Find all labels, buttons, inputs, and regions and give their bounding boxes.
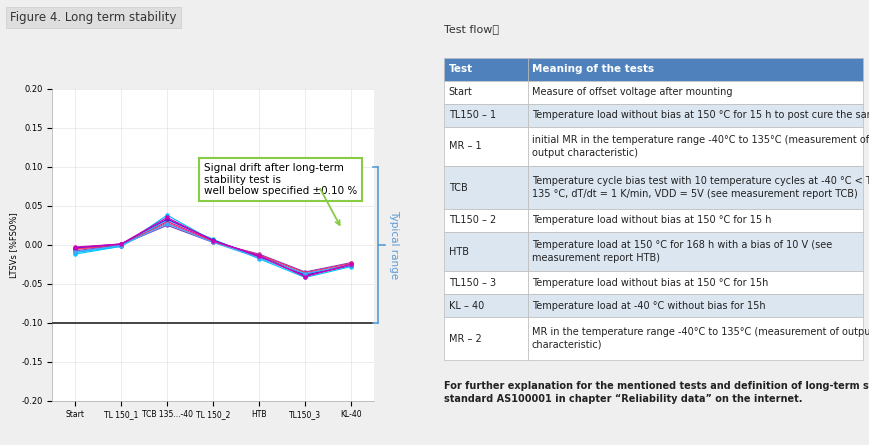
Text: MR – 1: MR – 1 (448, 142, 481, 151)
Bar (443, 209, 527, 232)
Bar (443, 232, 527, 271)
Y-axis label: LTSVs [%FSO%]: LTSVs [%FSO%] (10, 212, 18, 278)
Text: Typical range: Typical range (388, 210, 399, 279)
Text: Signal drift after long-term
stability test is
well below specified ±0.10 %: Signal drift after long-term stability t… (203, 163, 357, 196)
Text: initial MR in the temperature range -40°C to 135°C (measurement of
output charac: initial MR in the temperature range -40°… (531, 135, 868, 158)
Bar (443, 127, 527, 166)
Text: Temperature load at 150 °C for 168 h with a bias of 10 V (see
measurement report: Temperature load at 150 °C for 168 h wit… (531, 240, 831, 263)
Bar (443, 271, 527, 294)
Bar (527, 127, 863, 166)
Text: Measure of offset voltage after mounting: Measure of offset voltage after mounting (531, 87, 732, 97)
Text: TL150 – 2: TL150 – 2 (448, 215, 495, 225)
Text: HTB: HTB (448, 247, 468, 257)
Text: MR – 2: MR – 2 (448, 334, 481, 344)
Bar (527, 166, 863, 209)
Bar (443, 166, 527, 209)
Bar (443, 317, 527, 360)
Text: TCB: TCB (448, 182, 467, 193)
Text: TL150 – 3: TL150 – 3 (448, 278, 495, 288)
Bar (527, 58, 863, 81)
Text: Temperature load without bias at 150 °C for 15 h: Temperature load without bias at 150 °C … (531, 215, 771, 225)
Bar (527, 317, 863, 360)
Text: Test: Test (448, 64, 473, 74)
Bar (443, 294, 527, 317)
Bar (527, 271, 863, 294)
Text: For further explanation for the mentioned tests and definition of long-term stab: For further explanation for the mentione… (443, 381, 869, 405)
Text: Temperature load without bias at 150 °C for 15 h to post cure the samples: Temperature load without bias at 150 °C … (531, 110, 869, 120)
Text: Temperature cycle bias test with 10 temperature cycles at -40 °C < T <
135 °C, d: Temperature cycle bias test with 10 temp… (531, 176, 869, 199)
Text: Test flow：: Test flow： (443, 24, 498, 34)
Text: Start: Start (448, 87, 472, 97)
Text: Temperature load without bias at 150 °C for 15h: Temperature load without bias at 150 °C … (531, 278, 767, 288)
Bar (527, 294, 863, 317)
Text: Figure 4. Long term stability: Figure 4. Long term stability (10, 11, 176, 24)
Bar (443, 104, 527, 127)
Text: KL – 40: KL – 40 (448, 301, 483, 311)
Bar (527, 104, 863, 127)
Bar (527, 232, 863, 271)
Bar (527, 81, 863, 104)
Text: TL150 – 1: TL150 – 1 (448, 110, 495, 120)
Bar (443, 81, 527, 104)
Bar (443, 58, 527, 81)
Text: Temperature load at -40 °C without bias for 15h: Temperature load at -40 °C without bias … (531, 301, 765, 311)
Text: Meaning of the tests: Meaning of the tests (531, 64, 653, 74)
Bar (527, 209, 863, 232)
Text: MR in the temperature range -40°C to 135°C (measurement of output
characteristic: MR in the temperature range -40°C to 135… (531, 328, 869, 350)
